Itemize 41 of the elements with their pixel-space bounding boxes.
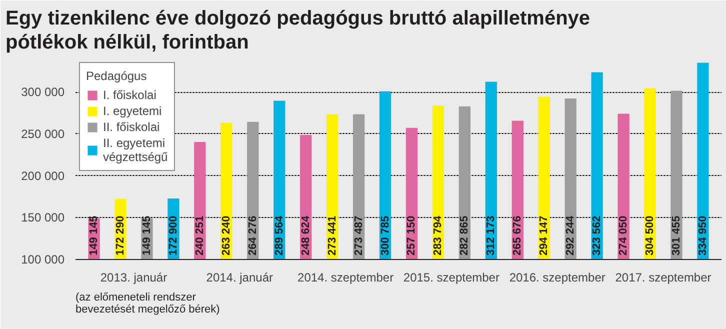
y-tick-label: 150 000	[21, 210, 65, 225]
data-label: 172 900	[167, 216, 180, 256]
data-label: 292 244	[564, 214, 577, 256]
data-label: 257 150	[406, 216, 418, 256]
data-label: 264 276	[246, 216, 259, 256]
data-label: 172 290	[114, 216, 127, 256]
legend-title: Pedagógus	[86, 69, 148, 83]
data-label: 265 676	[512, 216, 524, 256]
y-tick-label: 300 000	[21, 85, 65, 99]
data-label: 283 794	[432, 214, 444, 256]
data-label: 273 487	[352, 216, 365, 256]
x-tick-label: 2013. január	[100, 270, 168, 284]
y-tick-label: 250 000	[21, 126, 65, 141]
data-label: 323 562	[591, 216, 604, 256]
data-label: 274 050	[618, 216, 630, 256]
data-label: 289 564	[273, 214, 286, 256]
data-label: 304 500	[644, 216, 656, 256]
data-label: 294 147	[538, 216, 550, 256]
legend-label: I. főiskolai	[103, 88, 156, 102]
y-tick-label: 100 000	[21, 252, 65, 266]
x-tick-label: 2015. szeptember	[403, 270, 500, 284]
x-tick-label: 2016. szeptember	[509, 270, 606, 284]
x-tick-label: 2014. szeptember	[298, 270, 394, 284]
data-label: 301 455	[670, 216, 682, 256]
data-label: 149 145	[88, 216, 100, 256]
legend-label: II. egyetemi végzettségű	[103, 136, 168, 164]
data-label: 282 865	[458, 216, 471, 256]
legend-label: II. főiskolai	[103, 120, 160, 134]
data-label: 312 173	[485, 216, 498, 256]
data-label: 248 624	[300, 214, 312, 256]
legend-label: I. egyetemi	[103, 104, 162, 118]
chart-title: Egy tizenkilenc éve dolgozó pedagógus bruttó alapilletménye pótlékok nélkül, forintban	[6, 7, 590, 54]
x-tick-label: 2017. szeptember	[615, 270, 712, 284]
data-label: 273 441	[326, 216, 338, 256]
data-label: 263 240	[220, 216, 232, 256]
text: (az előmeneteli rendszer bevezetését megelőző bérek)	[76, 292, 220, 316]
y-tick-label: 200 000	[21, 168, 65, 183]
x-tick-label: 2014. január	[206, 270, 274, 284]
data-label: 300 785	[379, 216, 392, 256]
data-label: 240 251	[194, 216, 206, 256]
data-label: 334 950	[696, 216, 709, 256]
